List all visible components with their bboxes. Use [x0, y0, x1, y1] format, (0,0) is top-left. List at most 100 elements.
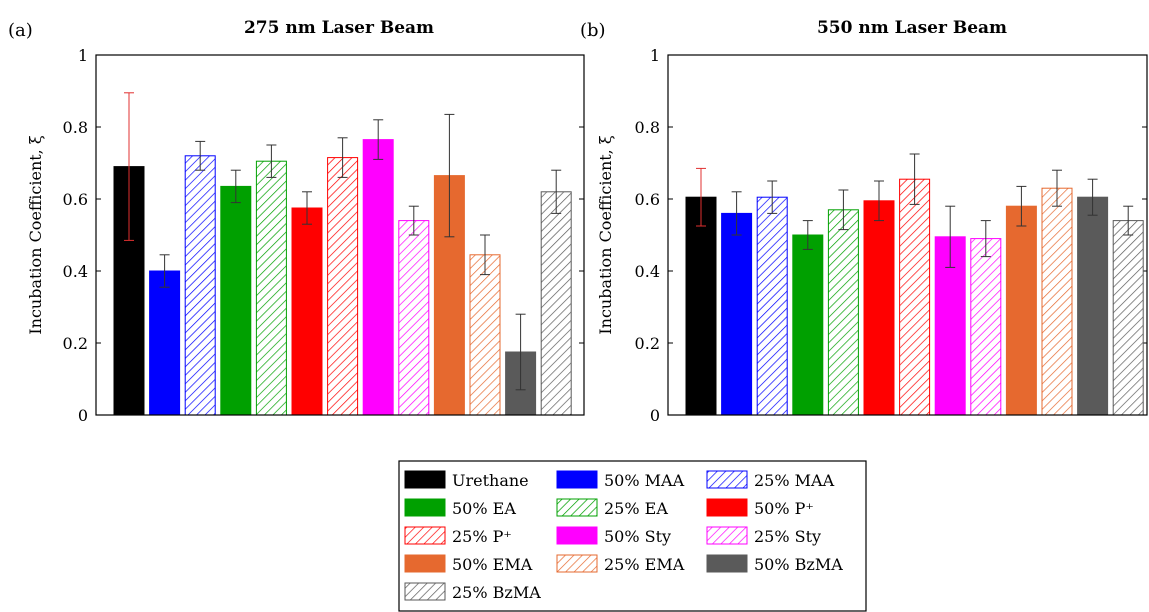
legend-entry: 50% BzMA [706, 554, 843, 574]
y-tick-label: 1 [650, 46, 660, 65]
bar: 50% P⁺: 0.595 [863, 200, 895, 416]
legend-label: 50% EMA [452, 555, 533, 574]
legend-swatch [556, 526, 598, 545]
panel-b: (b) 550 nm Laser Beam Incubation Coeffic… [580, 18, 1148, 425]
error-bar [302, 191, 312, 225]
y-axis-label: Incubation Coefficient, ξ [596, 135, 615, 335]
chart-title: 275 nm Laser Beam [244, 18, 434, 38]
legend-label: 25% Sty [754, 527, 821, 546]
legend-entry: 25% EMA [556, 554, 685, 574]
error-bar [230, 169, 241, 204]
plot-frame [667, 54, 1148, 416]
error-bar [909, 153, 920, 205]
y-tick-label: 0.6 [635, 190, 660, 209]
legend-label: 25% EA [604, 499, 668, 518]
legend-label: Urethane [452, 471, 529, 490]
legend-label: 25% MAA [754, 471, 835, 490]
legend-swatch [404, 554, 446, 573]
y-tick-label: 0.6 [63, 190, 88, 209]
legend-entry: 50% P⁺ [706, 498, 814, 518]
legend-entry: 25% EA [556, 498, 668, 518]
bar: 50% EA: 0.635 [220, 185, 252, 416]
error-bar [767, 180, 778, 214]
error-bar [945, 205, 956, 268]
error-bar [802, 220, 813, 250]
error-bar [551, 169, 562, 214]
legend-label: 50% EA [452, 499, 516, 518]
y-tick-label: 0 [650, 406, 660, 425]
legend-entry: 25% P⁺ [404, 526, 512, 546]
legend-swatch [404, 498, 446, 517]
error-bar [696, 167, 706, 227]
legend-swatch [404, 582, 446, 601]
y-axis-label: Incubation Coefficient, ξ [26, 135, 45, 335]
error-bar [515, 313, 526, 391]
legend-label: 25% P⁺ [452, 527, 512, 546]
error-bar [1016, 185, 1027, 227]
panel-a: (a) 275 nm Laser Beam Incubation Coeffic… [8, 18, 585, 425]
error-bar [124, 92, 134, 241]
error-bar [1052, 169, 1062, 207]
bar: Urethane: 0.605 [685, 196, 717, 416]
error-bar [1087, 178, 1098, 216]
error-bar [337, 137, 348, 178]
bar: 50% EMA: 0.58 [1005, 205, 1037, 416]
error-bar [480, 234, 490, 276]
y-tick-label: 0.2 [635, 334, 660, 353]
bar: 25% EA: 0.705 [255, 160, 287, 416]
legend-label: 50% BzMA [754, 555, 843, 574]
y-tick-label: 0 [78, 406, 88, 425]
legend-swatch [706, 554, 748, 573]
legend-swatch [556, 554, 598, 573]
legend-swatch [556, 498, 598, 517]
bar: 25% BzMA: 0.62 [540, 191, 572, 416]
error-bar [444, 113, 455, 238]
legend-entry: 50% EMA [404, 554, 533, 574]
legend-entry: 25% MAA [706, 470, 835, 490]
bar: 50% P⁺: 0.575 [291, 207, 323, 416]
bar: 25% BzMA: 0.54 [1112, 220, 1144, 416]
legend-swatch [706, 470, 748, 489]
legend-entry: 50% MAA [556, 470, 685, 490]
legend-label: 50% MAA [604, 471, 685, 490]
y-tick-label: 0.8 [635, 118, 660, 137]
error-bar [838, 189, 849, 231]
bar: 50% EA: 0.5 [792, 234, 824, 416]
bar: 25% EMA: 0.445 [469, 254, 501, 416]
legend-label: 25% EMA [604, 555, 685, 574]
legend-label: 50% Sty [604, 527, 671, 546]
legend-swatch [556, 470, 598, 489]
legend-swatch [706, 526, 748, 545]
legend-entry: 25% BzMA [404, 582, 541, 602]
legend-entry: 25% Sty [706, 526, 821, 546]
legend-frame [398, 460, 867, 612]
error-bar [266, 144, 277, 178]
bar: 50% MAA: 0.56 [721, 212, 753, 416]
error-bar [159, 254, 170, 288]
bar: 50% Sty: 0.765 [362, 139, 394, 416]
bar: 25% EMA: 0.63 [1041, 187, 1073, 416]
legend-label: 50% P⁺ [754, 499, 814, 518]
legend: Urethane 50% MAA 25% MAA 50% EA 25% EA 50% P⁺… [398, 460, 867, 612]
bar: 25% EA: 0.57 [827, 209, 859, 416]
y-tick-label: 0.2 [63, 334, 88, 353]
plot-frame [95, 54, 585, 416]
legend-label: 25% BzMA [452, 583, 541, 602]
legend-entry: 50% Sty [556, 526, 671, 546]
bar: 25% MAA: 0.72 [184, 155, 216, 416]
y-tick-label: 0.4 [63, 262, 88, 281]
legend-swatch [404, 470, 446, 489]
chart-title: 550 nm Laser Beam [817, 18, 1007, 38]
y-tick-label: 1 [78, 46, 88, 65]
panel-label: (a) [8, 20, 33, 41]
bar: 50% MAA: 0.4 [149, 270, 181, 416]
bar: 25% MAA: 0.605 [756, 196, 788, 416]
bar: 25% P⁺: 0.655 [899, 178, 931, 416]
error-bar [731, 191, 742, 236]
legend-swatch [706, 498, 748, 517]
error-bar [874, 180, 884, 222]
bar: 25% Sty: 0.54 [398, 220, 430, 416]
bar: 25% P⁺: 0.715 [327, 157, 359, 416]
panel-label: (b) [580, 20, 606, 41]
